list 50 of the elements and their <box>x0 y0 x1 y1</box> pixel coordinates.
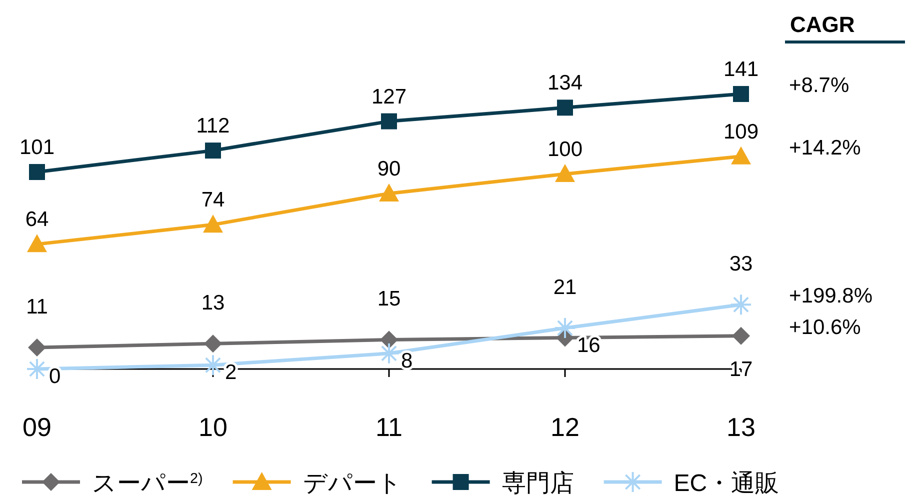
annotation: +8.7% <box>789 74 850 97</box>
point <box>203 214 223 233</box>
data-label: 134 <box>547 72 583 95</box>
point <box>27 234 47 252</box>
legend-label: EC・通販 <box>674 470 780 497</box>
data-label: 100 <box>547 138 583 161</box>
data-label: 17 <box>729 358 753 381</box>
data-label: 15 <box>377 288 401 311</box>
data-label: 16 <box>577 334 600 357</box>
data-label: 64 <box>25 208 49 232</box>
point <box>555 164 575 182</box>
point <box>732 326 750 345</box>
x-tick-label: 13 <box>726 412 756 442</box>
data-label: 33 <box>729 252 753 276</box>
point <box>378 342 400 364</box>
point <box>204 334 222 353</box>
data-label: 74 <box>201 188 225 212</box>
point <box>554 317 576 340</box>
data-label: 112 <box>196 114 230 138</box>
point <box>379 183 399 202</box>
data-label: 127 <box>371 85 407 108</box>
annotation: +199.8% <box>789 284 872 308</box>
point <box>730 294 752 316</box>
point <box>557 100 573 116</box>
data-label: 11 <box>26 296 48 319</box>
point <box>381 113 397 130</box>
point <box>380 330 398 349</box>
legend-label: スーパー$^{2)}$ <box>92 470 203 497</box>
point <box>28 338 46 357</box>
data-label: 141 <box>723 58 759 81</box>
legend-label: 専門店 <box>502 470 574 497</box>
x-tick-label: 09 <box>22 412 52 442</box>
annotation: +10.6% <box>789 315 861 338</box>
point <box>205 142 221 159</box>
point <box>733 86 749 102</box>
point <box>731 146 751 164</box>
data-label: 90 <box>377 157 401 180</box>
data-label: 109 <box>723 120 759 144</box>
data-label: 101 <box>19 136 55 160</box>
point <box>29 164 45 180</box>
x-tick-label: 12 <box>550 412 580 442</box>
x-tick-label: 10 <box>198 412 228 442</box>
annotation: +14.2% <box>789 136 861 159</box>
data-label: 0 <box>49 365 61 388</box>
x-tick-label: 11 <box>376 412 402 442</box>
data-label: 21 <box>553 276 577 300</box>
text: CAGR <box>790 12 855 37</box>
data-label: 13 <box>201 292 225 315</box>
legend-label: デパート <box>302 470 402 497</box>
data-label: 8 <box>401 349 413 372</box>
